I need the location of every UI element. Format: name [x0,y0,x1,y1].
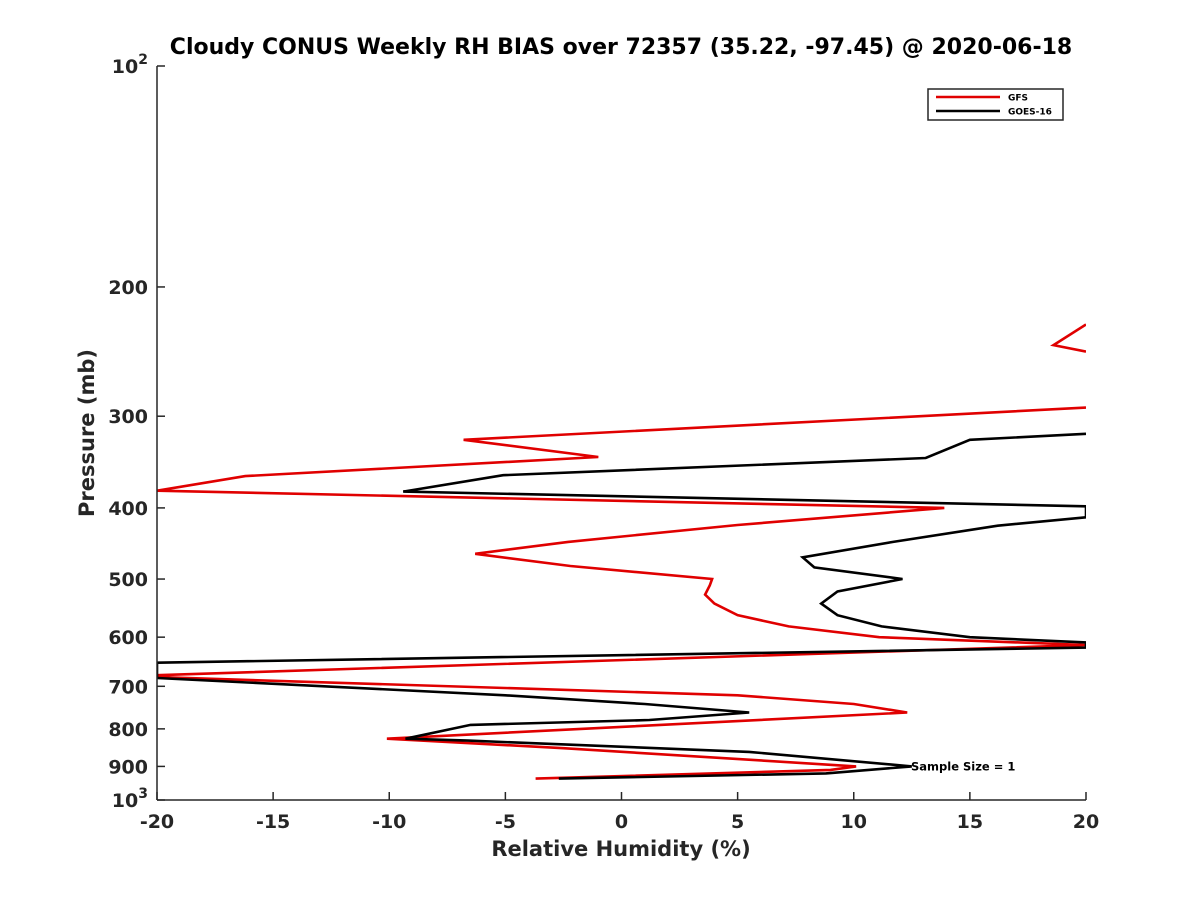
y-tick-label: 200 [108,277,148,299]
x-axis-label: Relative Humidity (%) [491,837,750,861]
x-tick-label: 15 [957,811,983,833]
y-tick-label-top-exp: 2 [138,52,148,68]
x-tick-label: 5 [731,811,744,833]
y-tick-label: 800 [108,719,148,741]
y-axis-label: Pressure (mb) [75,349,99,517]
y-tick-label: 900 [108,756,148,778]
sample-size-annotation: Sample Size = 1 [911,759,1015,773]
y-tick-label: 300 [108,406,148,428]
series-lines [157,323,1086,780]
legend-label-goes-16: GOES-16 [1008,108,1052,118]
series-line-goes-16-2 [157,432,1086,780]
chart-labels: -20 -15 -10 -5 0 5 10 15 20 200 300 400 500 600 700 800… [75,35,1099,861]
y-tick-label: 500 [108,569,148,591]
series-line-gfs-0 [157,406,1086,780]
legend-label-gfs: GFS [1008,94,1028,104]
y-tick-label-bottom-exp: 3 [138,786,148,802]
x-tick-label: -10 [372,811,406,833]
y-tick-label: 700 [108,676,148,698]
x-tick-label: 0 [615,811,628,833]
y-tick-label-bottom: 103 [112,786,148,812]
chart-title: Cloudy CONUS Weekly RH BIAS over 72357 (… [170,35,1072,60]
y-tick-label-top-base: 10 [112,56,138,78]
x-tick-label: 10 [841,811,867,833]
y-tick-label-top: 102 [112,52,148,78]
axes [156,65,1087,801]
y-tick-label: 400 [108,498,148,520]
legend-box [927,88,1064,121]
legend: GFS GOES-16 [927,88,1064,121]
y-tick-label-bottom-base: 10 [112,790,138,812]
y-tick-label: 600 [108,627,148,649]
x-tick-label: -20 [140,811,174,833]
x-tick-label: -15 [256,811,290,833]
x-tick-label: 20 [1073,811,1099,833]
x-tick-label: -5 [495,811,516,833]
series-line-gfs-1 [1050,323,1086,353]
